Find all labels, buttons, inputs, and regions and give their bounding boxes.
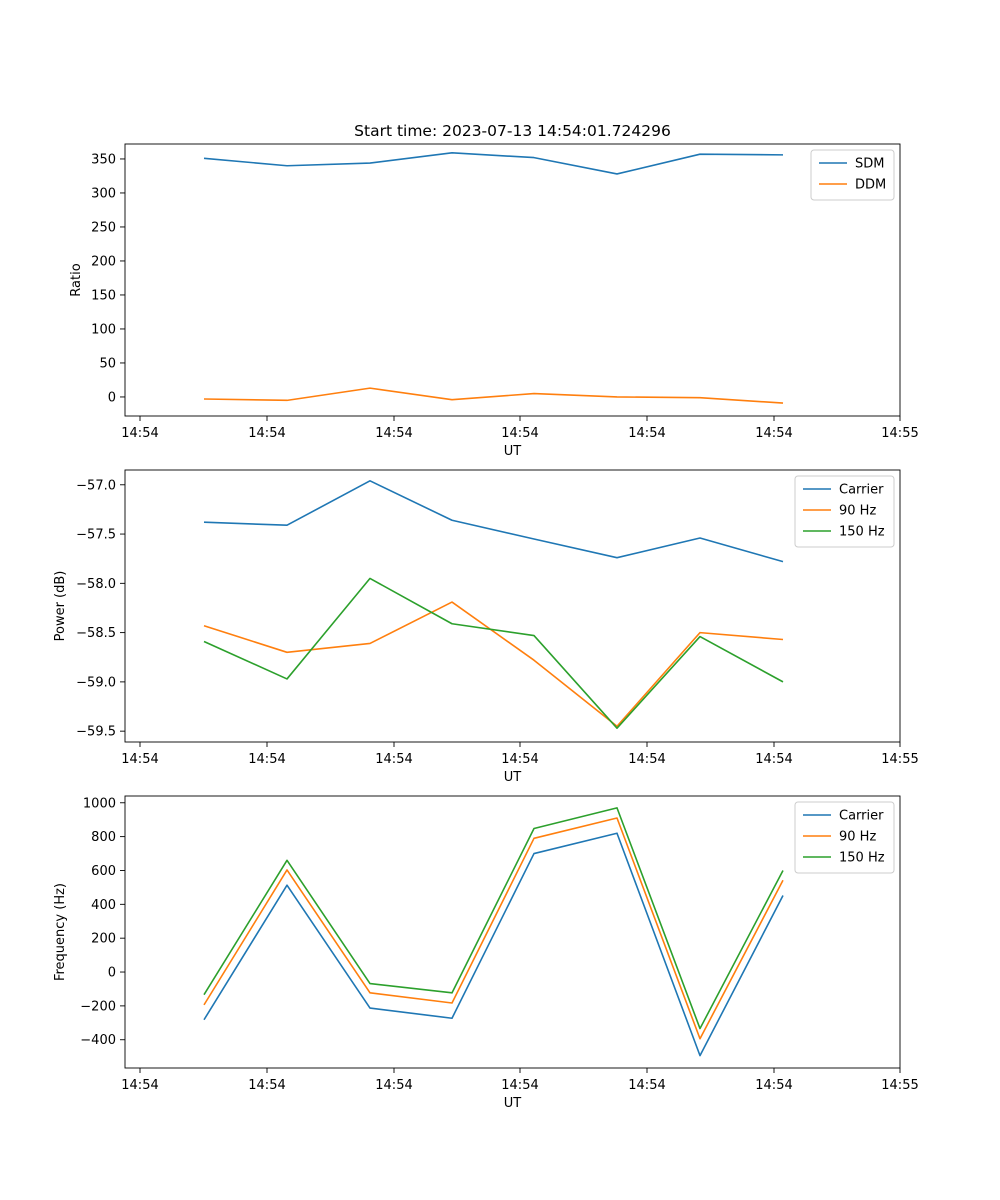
y-tick-label: 50 (99, 356, 116, 371)
panel-3: 14:54 14:54 14:54 14:54 14:54 14:54 14:55 −400 −… (53, 795, 919, 1111)
x-tick-label: 14:55 (881, 1078, 918, 1093)
legend-label: Carrier (839, 483, 884, 498)
x-tick-label: 14:54 (628, 752, 665, 767)
x-tick-label: 14:54 (755, 752, 792, 767)
legend-label: DDM (855, 178, 886, 193)
y-axis-label: Frequency (Hz) (53, 883, 68, 981)
legend: SDM DDM (810, 149, 895, 201)
series-line-sdm (203, 152, 784, 175)
y-tick-label: 0 (108, 390, 116, 405)
legend-label: 90 Hz (839, 504, 876, 519)
y-axis-label: Ratio (69, 263, 84, 296)
y-tick-label: 800 (91, 830, 116, 845)
panel-1: 14:54 14:54 14:54 14:54 14:54 14:54 14:55 0 50 10… (69, 122, 919, 459)
y-tick-label: −58.5 (76, 626, 116, 641)
x-axis-label: UT (504, 444, 522, 459)
panel-2: 14:54 14:54 14:54 14:54 14:54 14:54 14:55 −57.0… (53, 469, 919, 785)
legend-frame (794, 475, 895, 548)
y-tick-label: 1000 (83, 796, 116, 811)
legend-label: 90 Hz (839, 830, 876, 845)
y-tick-label: 300 (91, 186, 116, 201)
series-line-ddm (203, 387, 784, 404)
y-tick-label: 150 (91, 288, 116, 303)
plot-frame (124, 795, 901, 1069)
x-tick-label: 14:54 (248, 426, 285, 441)
y-tick-label: 250 (91, 220, 116, 235)
legend: Carrier 90 Hz 150 Hz (794, 801, 895, 874)
x-axis-label: UT (504, 770, 522, 785)
y-tick-label: 600 (91, 864, 116, 879)
series-line-90-hz (203, 817, 784, 1040)
plot-frame (124, 469, 901, 743)
x-tick-label: 14:54 (628, 426, 665, 441)
x-axis-label: UT (504, 1096, 522, 1111)
x-tick-label: 14:55 (881, 752, 918, 767)
series-line-150-hz (203, 807, 784, 1030)
series-line-90-hz (203, 601, 784, 728)
x-tick-label: 14:55 (881, 426, 918, 441)
x-tick-label: 14:54 (248, 1078, 285, 1093)
x-tick-label: 14:54 (121, 1078, 158, 1093)
series-line-carrier (203, 832, 784, 1057)
x-tick-label: 14:54 (375, 426, 412, 441)
x-tick-label: 14:54 (375, 1078, 412, 1093)
y-tick-label: −400 (80, 1033, 116, 1048)
legend: Carrier 90 Hz 150 Hz (794, 475, 895, 548)
y-tick-label: −58.0 (76, 577, 116, 592)
x-tick-label: 14:54 (121, 426, 158, 441)
x-tick-label: 14:54 (501, 426, 538, 441)
y-tick-label: 0 (108, 966, 116, 981)
legend-frame (794, 801, 895, 874)
y-tick-label: 100 (91, 322, 116, 337)
series-line-150-hz (203, 577, 784, 730)
y-tick-label: 400 (91, 898, 116, 913)
y-tick-label: −59.0 (76, 675, 116, 690)
legend-label: SDM (855, 157, 884, 172)
y-tick-label: 200 (91, 254, 116, 269)
y-tick-label: 350 (91, 152, 116, 167)
x-tick-label: 14:54 (121, 752, 158, 767)
x-tick-label: 14:54 (628, 1078, 665, 1093)
plot-frame (124, 143, 901, 417)
y-tick-label: 200 (91, 932, 116, 947)
x-tick-label: 14:54 (375, 752, 412, 767)
y-tick-label: −57.5 (76, 528, 116, 543)
series-line-carrier (203, 480, 784, 563)
legend-label: 150 Hz (839, 525, 885, 540)
y-tick-label: −59.5 (76, 725, 116, 740)
x-tick-label: 14:54 (501, 1078, 538, 1093)
x-tick-label: 14:54 (501, 752, 538, 767)
y-tick-label: −200 (80, 999, 116, 1014)
y-axis-label: Power (dB) (53, 571, 68, 642)
x-tick-label: 14:54 (755, 426, 792, 441)
legend-label: Carrier (839, 809, 884, 824)
x-tick-label: 14:54 (248, 752, 285, 767)
x-tick-label: 14:54 (755, 1078, 792, 1093)
chart-title: Start time: 2023-07-13 14:54:01.724296 (354, 122, 671, 140)
y-tick-label: −57.0 (76, 478, 116, 493)
legend-label: 150 Hz (839, 851, 885, 866)
